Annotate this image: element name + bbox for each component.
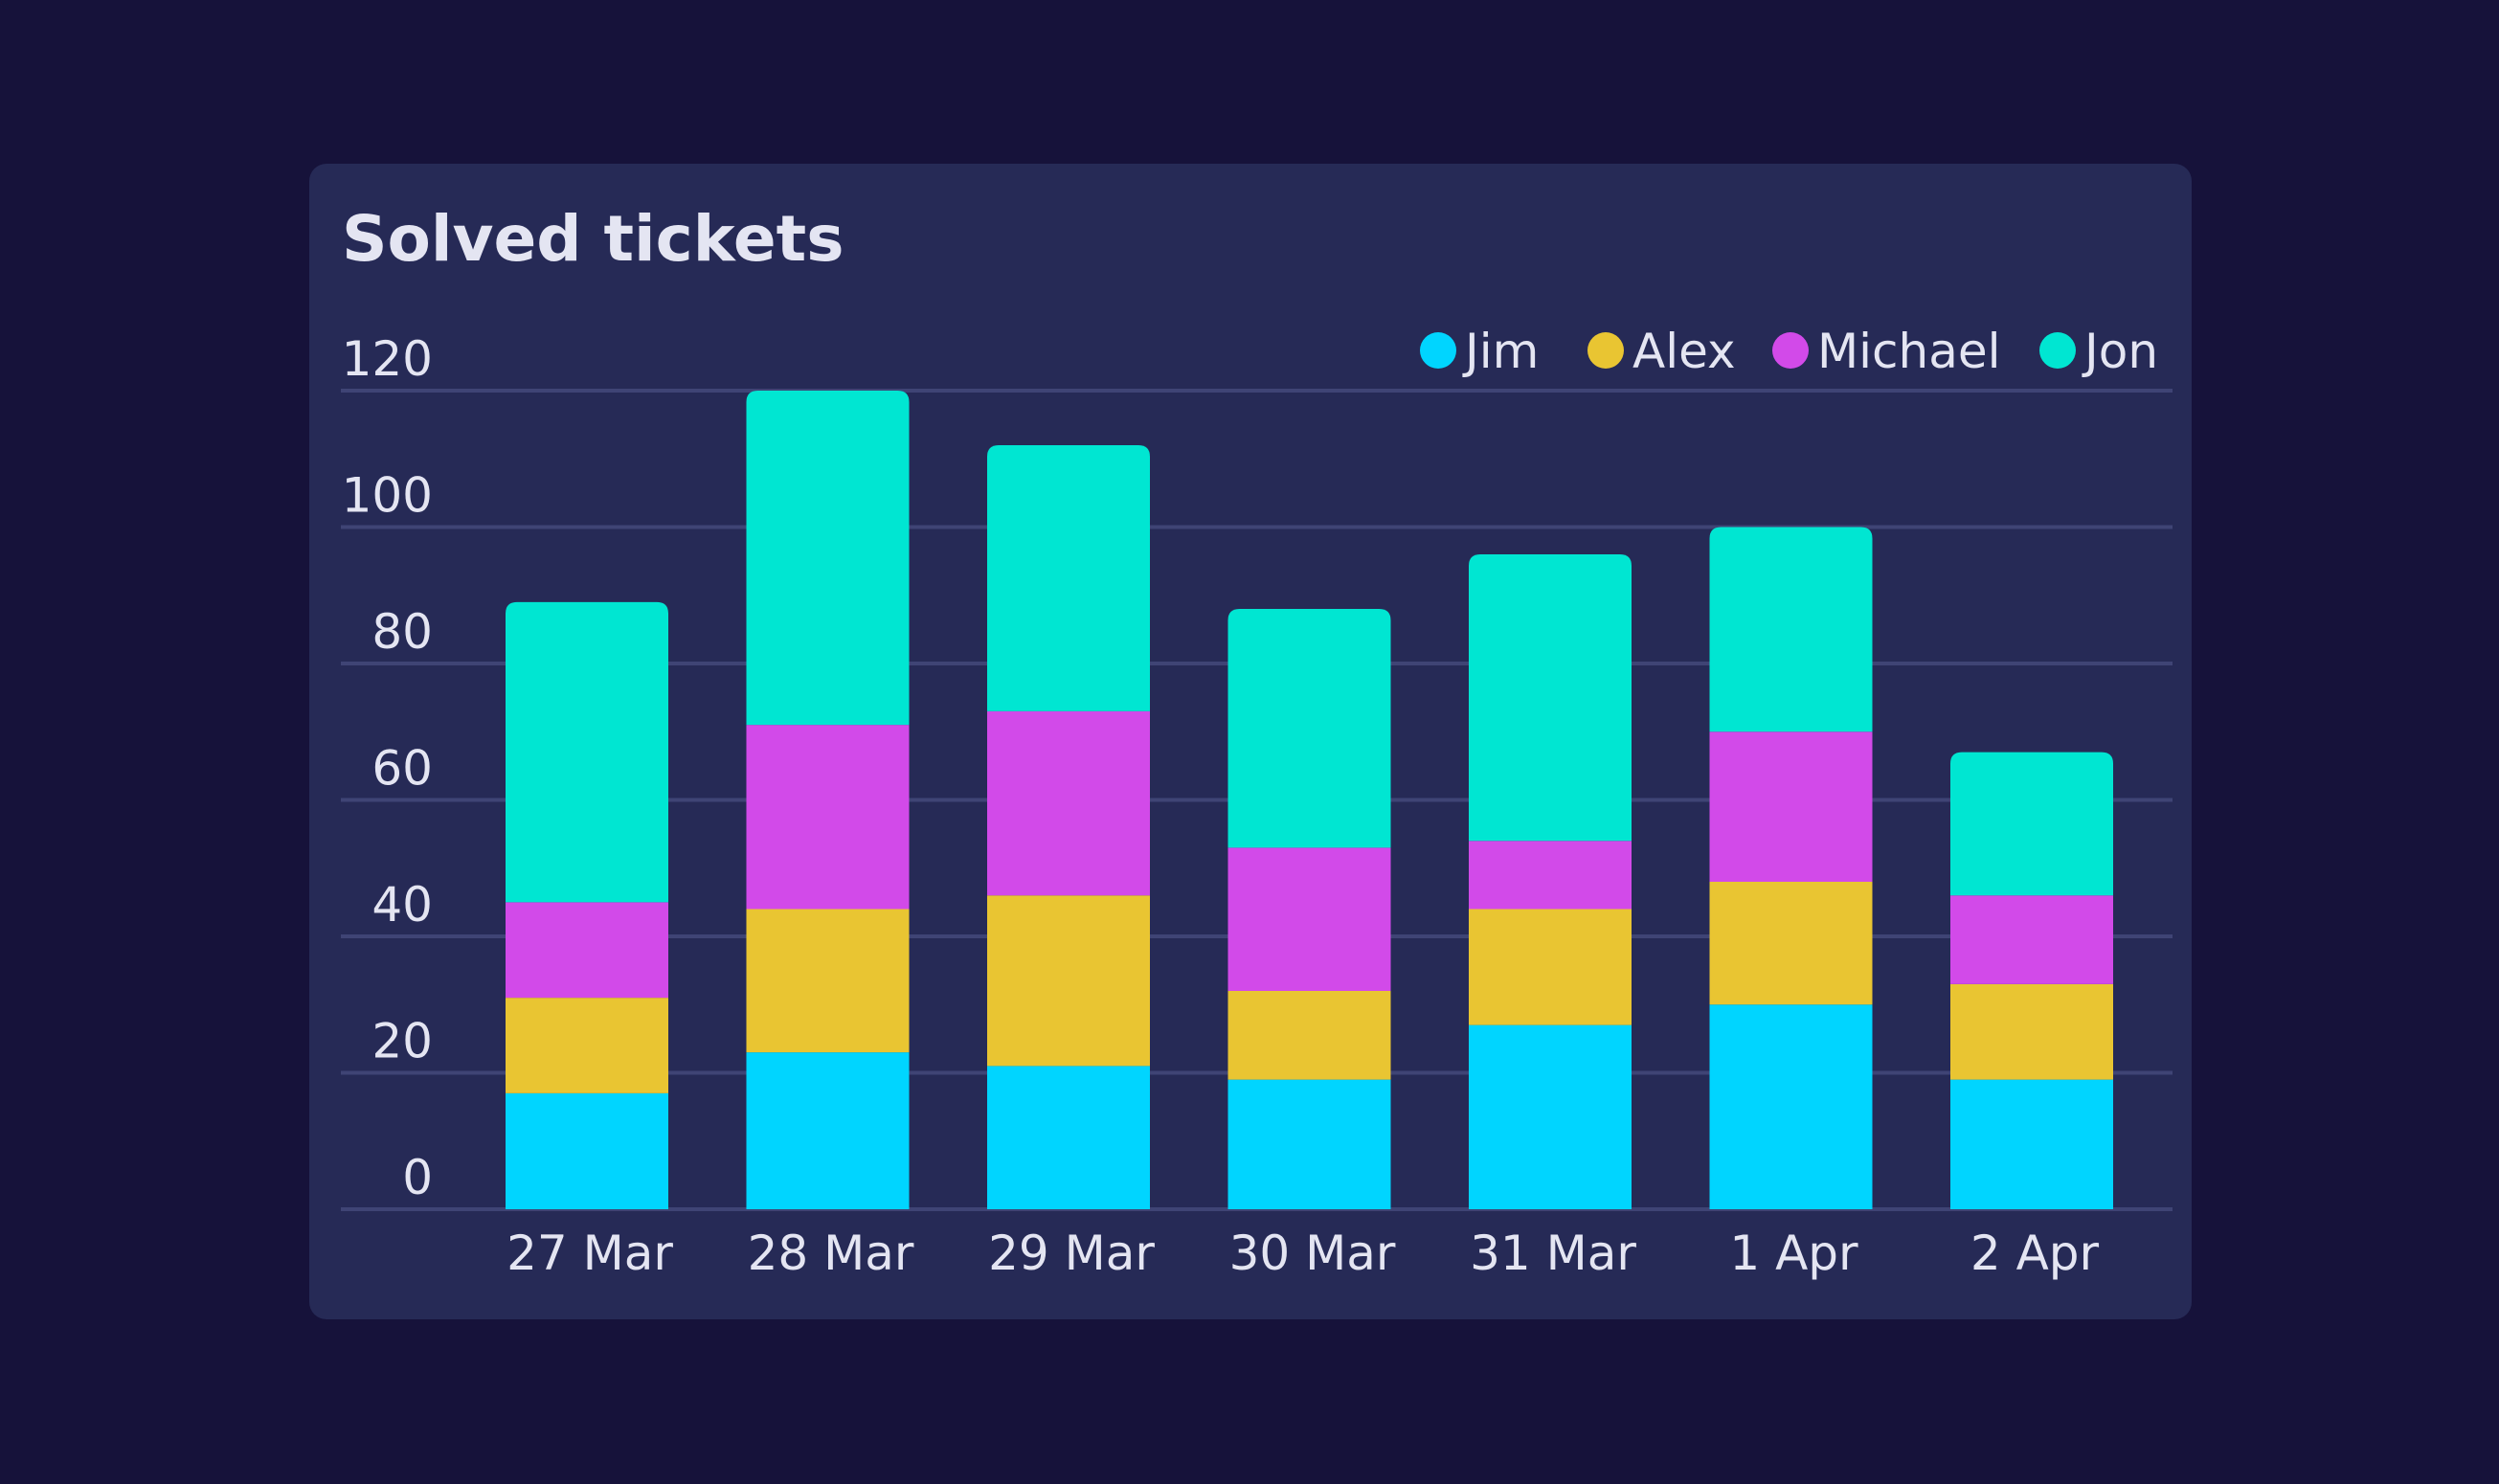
bar-segment-alex[interactable] bbox=[1227, 991, 1391, 1080]
bar-segment-jon[interactable] bbox=[746, 391, 910, 726]
bar-segment-michael[interactable] bbox=[1950, 895, 2113, 984]
bar-segment-michael[interactable] bbox=[987, 710, 1150, 896]
bar-segment-jim[interactable] bbox=[746, 1052, 910, 1209]
bar-segment-jim[interactable] bbox=[1709, 1004, 1873, 1209]
bar-segment-jim[interactable] bbox=[1227, 1079, 1391, 1209]
bar-segment-alex[interactable] bbox=[746, 909, 910, 1053]
bar-segment-michael[interactable] bbox=[1227, 847, 1391, 991]
legend-swatch bbox=[1420, 332, 1456, 369]
x-tick-label: 31 Mar bbox=[1470, 1225, 1636, 1281]
bar-segment-jim[interactable] bbox=[1950, 1079, 2113, 1209]
y-tick-label: 100 bbox=[342, 468, 433, 524]
legend-item-jon[interactable]: Jon bbox=[2039, 324, 2158, 379]
legend-label: Jim bbox=[1462, 324, 1539, 379]
bar-segment-jon[interactable] bbox=[1469, 554, 1632, 842]
bar-segment-alex[interactable] bbox=[1469, 909, 1632, 1025]
x-tick-label: 30 Mar bbox=[1229, 1225, 1396, 1281]
bar-segment-michael[interactable] bbox=[1469, 841, 1632, 910]
bar-segment-jon[interactable] bbox=[1950, 752, 2113, 896]
x-tick-label: 27 Mar bbox=[507, 1225, 673, 1281]
y-tick-label: 0 bbox=[402, 1150, 433, 1205]
bar-segment-alex[interactable] bbox=[987, 895, 1150, 1067]
legend-item-alex[interactable]: Alex bbox=[1587, 324, 1736, 379]
x-tick-label: 1 Apr bbox=[1729, 1225, 1858, 1281]
bar-segment-jon[interactable] bbox=[987, 445, 1150, 711]
chart-title: Solved tickets bbox=[342, 202, 844, 276]
bar-segment-alex[interactable] bbox=[506, 998, 668, 1093]
legend-label: Alex bbox=[1632, 324, 1736, 379]
bar-segment-jim[interactable] bbox=[987, 1066, 1150, 1209]
bar-segment-jim[interactable] bbox=[506, 1092, 668, 1209]
bar-segment-michael[interactable] bbox=[746, 725, 910, 910]
x-tick-label: 2 Apr bbox=[1970, 1225, 2100, 1281]
legend-item-michael[interactable]: Michael bbox=[1772, 324, 2001, 379]
bar-segment-michael[interactable] bbox=[506, 902, 668, 999]
bar-segment-jon[interactable] bbox=[1227, 609, 1391, 848]
y-tick-label: 120 bbox=[342, 331, 433, 387]
bar-segment-michael[interactable] bbox=[1709, 731, 1873, 882]
legend-swatch bbox=[1772, 332, 1809, 369]
legend-swatch bbox=[1587, 332, 1624, 369]
legend-label: Michael bbox=[1817, 324, 2001, 379]
x-tick-label: 28 Mar bbox=[748, 1225, 914, 1281]
bar-segment-alex[interactable] bbox=[1950, 983, 2113, 1080]
legend-label: Jon bbox=[2082, 324, 2158, 379]
y-tick-label: 20 bbox=[371, 1014, 433, 1069]
y-tick-label: 80 bbox=[371, 604, 433, 660]
bar-segment-jon[interactable] bbox=[1709, 527, 1873, 732]
legend-item-jim[interactable]: Jim bbox=[1420, 324, 1539, 379]
bar-segment-jim[interactable] bbox=[1469, 1024, 1632, 1209]
legend-swatch bbox=[2039, 332, 2076, 369]
x-tick-label: 29 Mar bbox=[988, 1225, 1155, 1281]
bar-segment-jon[interactable] bbox=[506, 601, 668, 903]
bar-segment-alex[interactable] bbox=[1709, 882, 1873, 1005]
y-tick-label: 60 bbox=[371, 741, 433, 797]
y-tick-label: 40 bbox=[371, 877, 433, 933]
